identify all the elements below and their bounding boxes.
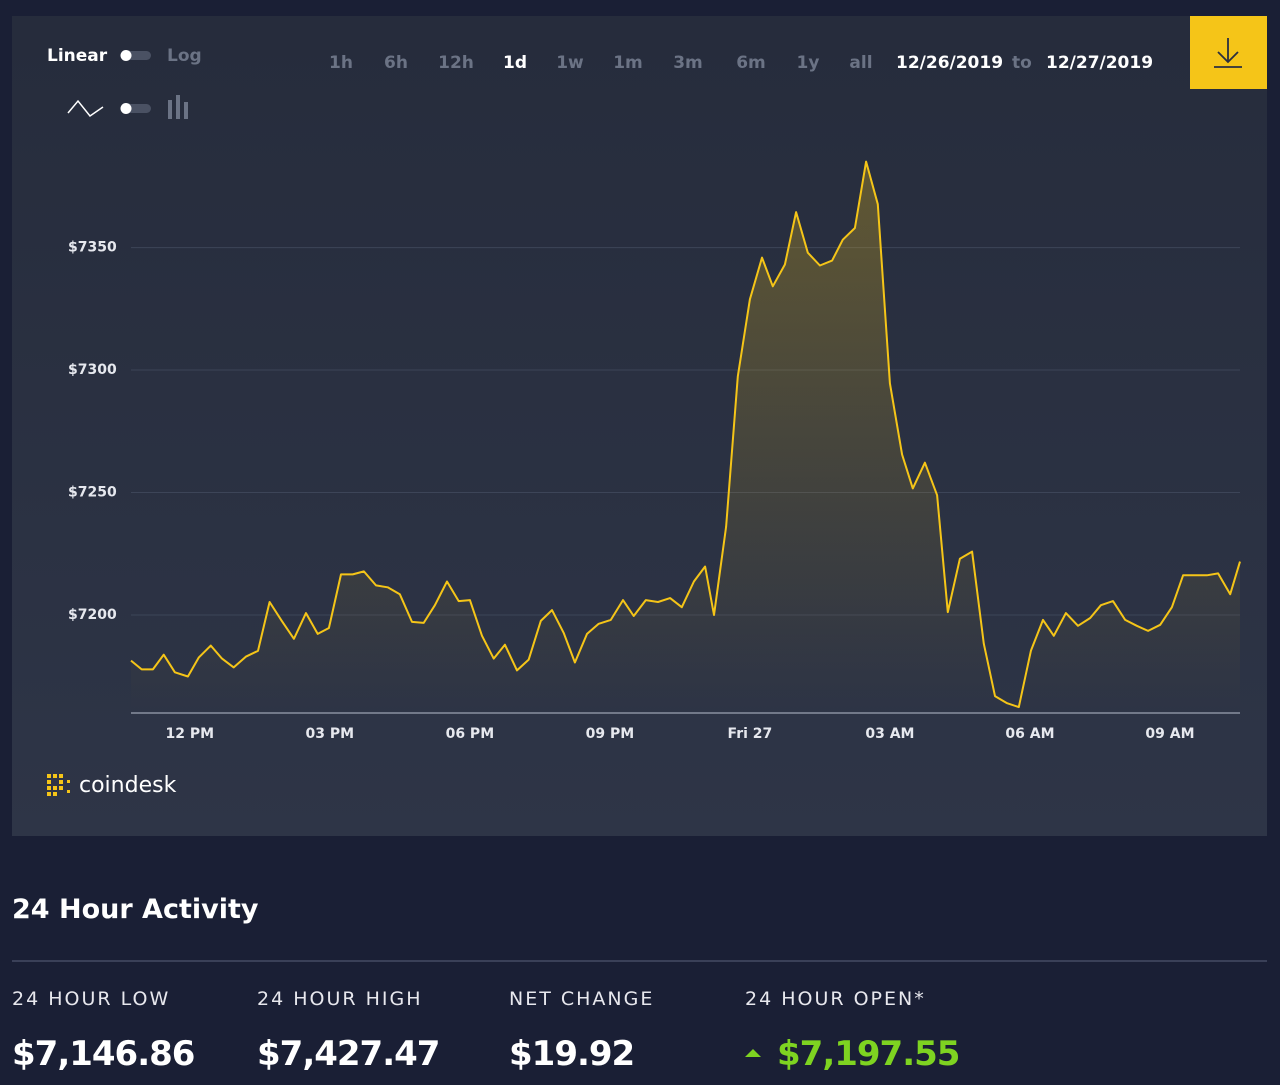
price-line: [130, 160, 1241, 709]
up-arrow: [745, 1049, 761, 1057]
stat-label: 24 HOUR HIGH: [257, 988, 423, 1010]
range-button[interactable]: 1y: [797, 53, 820, 73]
stat-value: $19.92: [509, 1034, 635, 1074]
range-button[interactable]: 1d: [503, 53, 527, 73]
x-tick-label: 12 PM: [166, 726, 215, 742]
x-tick-label: Fri 27: [728, 726, 773, 742]
candle-icon[interactable]: [168, 95, 188, 119]
x-tick-label: 09 PM: [586, 726, 635, 742]
x-tick-label: 09 AM: [1145, 726, 1194, 742]
range-button[interactable]: all: [849, 53, 872, 73]
stat-label: 24 HOUR LOW: [12, 988, 171, 1010]
date-to[interactable]: 12/27/2019: [1046, 53, 1153, 73]
stat-label: NET CHANGE: [509, 988, 655, 1010]
range-button[interactable]: 12h: [438, 53, 474, 73]
stat-label: 24 HOUR OPEN*: [745, 988, 926, 1010]
range-button[interactable]: 1h: [329, 53, 353, 73]
stat-value: $7,146.86: [12, 1034, 195, 1074]
range-button[interactable]: 6h: [384, 53, 408, 73]
stat-value: $7,197.55: [777, 1034, 960, 1074]
y-tick-label: $7200: [68, 607, 117, 623]
toggle-knob: [120, 50, 132, 61]
range-button[interactable]: 1m: [613, 53, 643, 73]
price-area: [131, 161, 1240, 714]
range-button[interactable]: 6m: [736, 53, 766, 73]
line-icon[interactable]: [67, 99, 104, 118]
date-to-word: to: [1012, 53, 1032, 73]
scale-linear[interactable]: Linear: [47, 46, 108, 66]
x-tick-label: 03 AM: [865, 726, 914, 742]
logo: coindesk: [47, 773, 177, 798]
range-button[interactable]: 3m: [673, 53, 703, 73]
scale-log[interactable]: Log: [167, 46, 202, 66]
y-tick-label: $7300: [68, 362, 117, 378]
toggle-knob: [120, 103, 132, 114]
date-from[interactable]: 12/26/2019: [896, 53, 1003, 73]
brand: coindesk: [79, 773, 177, 798]
stat-value: $7,427.47: [257, 1034, 440, 1074]
divider: [12, 960, 1267, 962]
range-button[interactable]: 1w: [556, 53, 584, 73]
x-tick-label: 06 AM: [1005, 726, 1054, 742]
x-tick-label: 06 PM: [446, 726, 495, 742]
y-tick-label: $7250: [68, 485, 117, 501]
y-tick-label: $7350: [68, 240, 117, 256]
download-icon: [1214, 38, 1242, 68]
section-title: 24 Hour Activity: [12, 894, 259, 925]
chart: Linear Log 12/26/2019 to 12/27/2019 coin…: [47, 16, 1267, 798]
x-tick-label: 03 PM: [306, 726, 355, 742]
